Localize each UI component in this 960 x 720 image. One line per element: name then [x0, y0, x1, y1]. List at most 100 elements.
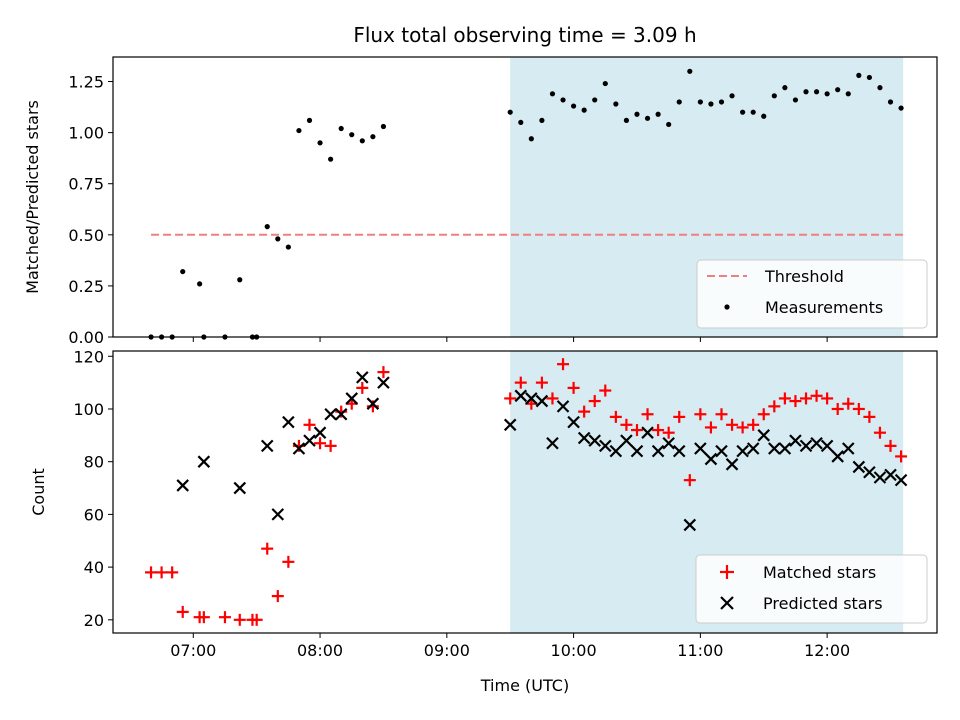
predicted-star-point-b [303, 434, 316, 447]
measurement-point [317, 140, 323, 146]
predicted-star-point-b [514, 389, 528, 403]
top-y-tick-label: 0.25 [68, 277, 104, 296]
panel-bottom: 20 40 60 80 100 120 07:00 08:00 09:00 10:00 11:00… [29, 347, 938, 695]
predicted-star-point [651, 444, 665, 458]
measurement-point [845, 91, 851, 97]
matched-star-point [292, 439, 305, 452]
legend-predicted-label: Predicted stars [763, 594, 883, 613]
predicted-star-point-b [197, 455, 211, 468]
matched-star-point [694, 408, 707, 421]
predicted-star-point [324, 407, 337, 421]
matched-star-point [726, 418, 739, 431]
x-tick-label: 11:00 [677, 641, 723, 660]
matched-stars-points [145, 358, 908, 626]
top-y-tick-label: 0.50 [68, 226, 104, 245]
measurement-point [306, 117, 313, 123]
measurement-point [264, 224, 270, 230]
matched-star-point [303, 418, 316, 431]
measurement-point [338, 125, 344, 132]
predicted-star-point [303, 434, 316, 447]
measurement-point [197, 281, 203, 287]
predicted-star-point-b [292, 442, 306, 455]
matched-star-point [261, 542, 274, 555]
measurement-point [549, 91, 556, 97]
measurement-point [718, 99, 725, 105]
predicted-star-point-b [282, 415, 295, 429]
predicted-star-point-b [820, 439, 834, 453]
matched-star-point [652, 424, 665, 437]
matched-star-point [821, 392, 834, 405]
matched-star-point [271, 590, 284, 603]
measurement-point [729, 93, 735, 99]
measurement-point [359, 138, 365, 144]
predicted-star-point [588, 434, 602, 447]
measurement-point [835, 87, 841, 93]
matched-star-point [810, 389, 823, 402]
predicted-star-point-b [683, 518, 697, 532]
predicted-star-point-b [852, 460, 866, 474]
predicted-star-point-b [233, 481, 247, 495]
predicted-star-point-b [863, 465, 876, 479]
top-y-tick-label: 1.00 [68, 124, 104, 143]
x-tick-label: 12:00 [804, 641, 850, 660]
measurement-point [898, 105, 904, 111]
matched-star-point [514, 376, 527, 389]
predicted-star-point [556, 400, 570, 413]
matched-star-point [842, 397, 855, 410]
matched-star-point [895, 450, 908, 463]
legend-measurements-label: Measurements [765, 298, 883, 317]
predicted-star-point [334, 407, 348, 421]
predicted-star-point [841, 442, 855, 455]
measurement-point [296, 127, 302, 134]
bottom-x-axis: 07:00 08:00 09:00 10:00 11:00 12:00 [170, 633, 850, 660]
predicted-star-point [176, 479, 190, 492]
matched-star-point [535, 376, 548, 389]
matched-star-point [662, 426, 675, 439]
predicted-star-point [282, 415, 295, 429]
predicted-star-point-b [662, 436, 675, 450]
predicted-star-point [715, 444, 728, 458]
predicted-star-point-b [873, 471, 887, 484]
measurement-point [666, 121, 672, 128]
predicted-star-point [884, 468, 897, 482]
measurement-point [518, 119, 524, 126]
predicted-star-point-b [778, 442, 792, 455]
matched-star-point [377, 366, 390, 379]
predicted-star-point [831, 450, 844, 463]
bottom-y-tick-label: 20 [84, 611, 104, 630]
measurement-point [877, 85, 883, 91]
predicted-star-point-b [694, 442, 707, 455]
measurement-point [370, 134, 376, 140]
matched-star-point [704, 421, 717, 434]
measurement-point [507, 109, 513, 115]
matched-star-point [778, 392, 791, 405]
matched-star-point [504, 392, 517, 405]
matched-star-point [609, 410, 622, 423]
predicted-star-point-b [260, 439, 274, 453]
measurement-point [792, 97, 799, 103]
predicted-star-point-b [567, 415, 580, 429]
predicted-star-point [503, 418, 517, 432]
bottom-axes-frame [112, 350, 938, 634]
matched-star-point [166, 566, 179, 579]
measurement-point [180, 268, 186, 275]
matched-star-point [557, 358, 570, 371]
predicted-star-point-b [789, 434, 802, 447]
matched-star-point [588, 395, 601, 408]
predicted-star-point-b [799, 439, 813, 453]
predicted-star-point [292, 442, 306, 455]
measurement-point [623, 117, 630, 123]
predicted-star-point-b [271, 508, 285, 521]
predicted-star-point [873, 471, 887, 484]
measurement-point [581, 107, 587, 113]
measurement-point [856, 72, 862, 78]
predicted-star-point [810, 436, 823, 450]
top-y-axis: 0.00 0.25 0.50 0.75 1.00 1.25 [68, 73, 113, 347]
predicted-star-point-b [577, 431, 591, 445]
matched-star-point [683, 474, 696, 487]
bottom-y-tick-label: 40 [84, 558, 104, 577]
measurement-point [887, 99, 894, 105]
predicted-star-point-b [599, 439, 612, 453]
predicted-star-point-b [356, 371, 369, 384]
matched-star-point [863, 410, 876, 423]
